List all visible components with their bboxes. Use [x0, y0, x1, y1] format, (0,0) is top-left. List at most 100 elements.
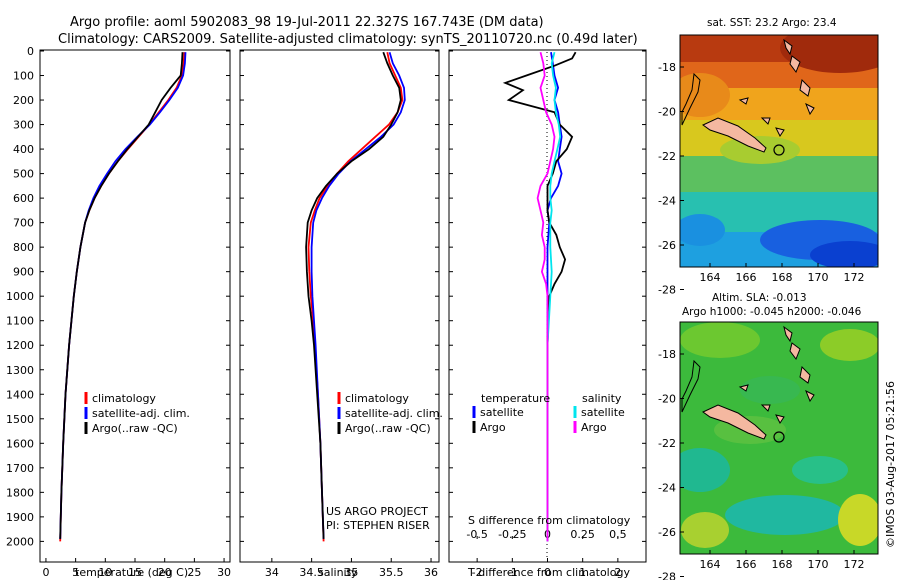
- series-line-satellite-adj-clim-: [310, 51, 406, 539]
- map-lon-label: 164: [700, 558, 721, 571]
- sst-map-title: sat. SST: 23.2 Argo: 23.4: [707, 17, 837, 29]
- x-tick-label: -0.5: [466, 528, 487, 541]
- map-lon-label: 170: [808, 271, 829, 284]
- depth-tick-label: 200: [13, 94, 34, 107]
- credit-label: ©IMOS 03-Aug-2017 05:21:56: [884, 381, 897, 548]
- depth-tick-label: 100: [13, 70, 34, 83]
- argo-float-marker: [773, 431, 785, 443]
- map-lat-label: -22: [658, 150, 676, 163]
- series-line-argo: [305, 51, 402, 539]
- x-tick-label: 5: [72, 566, 79, 579]
- temperature-axis: 0 5 10 15 20 25 30: [42, 558, 231, 579]
- map-lat-label: -28: [658, 284, 676, 297]
- legend-label-climatology: climatology: [92, 392, 156, 405]
- x-tick-label: 15: [128, 566, 142, 579]
- salinity-axis: 34 34.5 35 35.5 36: [265, 558, 438, 579]
- legend-label-argo: Argo(..raw -QC): [345, 422, 431, 435]
- map-lon-label: 166: [736, 558, 757, 571]
- depth-tick-label: 1000: [6, 290, 34, 303]
- sst-map-frame: [679, 34, 879, 268]
- x-tick-label: -2: [472, 566, 483, 579]
- depth-tick-label: 900: [13, 266, 34, 279]
- difference-axis: -2 -1 0 1 2-0.5 -0.25 0 0.25 0.5: [466, 528, 626, 579]
- depth-tick-label: 1200: [6, 339, 34, 352]
- depth-tick-label: 1300: [6, 364, 34, 377]
- difference-legend: temperature satellite Argo salinity sate…: [472, 392, 625, 434]
- legend-label-satellite: satellite-adj. clim.: [345, 407, 443, 420]
- x-tick-label: 0.5: [609, 528, 627, 541]
- legend-label-s-satellite: satellite: [581, 406, 625, 419]
- depth-tick-label: 400: [13, 143, 34, 156]
- series-line-s-argo: [536, 51, 556, 542]
- series-line-s-satellite: [546, 51, 562, 542]
- map-lat-label: -20: [658, 106, 676, 119]
- x-tick-label: 34: [265, 566, 279, 579]
- x-tick-label: 34.5: [299, 566, 324, 579]
- depth-tick-label: 0: [27, 45, 34, 58]
- depth-tick-label: 1400: [6, 388, 34, 401]
- x-tick-label: 0.25: [570, 528, 595, 541]
- legend-label-t-satellite: satellite: [480, 406, 524, 419]
- legend-heading-temperature: temperature: [481, 392, 550, 405]
- series-line-argo: [59, 52, 184, 539]
- x-tick-label: 35: [344, 566, 358, 579]
- sla-coastline: [681, 325, 815, 443]
- legend-label-satellite: satellite-adj. clim.: [92, 407, 190, 420]
- sst-coastline: [681, 38, 815, 156]
- x-tick-label: 25: [187, 566, 201, 579]
- series-line-t-argo: [502, 51, 577, 542]
- temperature-panel-frame: [39, 49, 231, 563]
- sst-map-axes: 164 166 168 170 172 -18 -20 -22 -24 -26 -28: [658, 61, 864, 297]
- depth-tick-label: 1600: [6, 437, 34, 450]
- depth-tick-label: 1800: [6, 486, 34, 499]
- map-lat-label: -18: [658, 61, 676, 74]
- map-lat-label: -24: [658, 195, 676, 208]
- depth-tick-label: 1900: [6, 511, 34, 524]
- series-line-climatology: [59, 52, 186, 542]
- series-line-climatology: [307, 52, 404, 542]
- x-tick-label: 30: [217, 566, 231, 579]
- salinity-profiles: [305, 51, 406, 542]
- project-label: US ARGO PROJECT: [326, 505, 428, 518]
- map-lat-label: -24: [658, 482, 676, 495]
- depth-tick-label: 600: [13, 192, 34, 205]
- map-lat-label: -18: [658, 348, 676, 361]
- x-tick-label: 2: [614, 566, 621, 579]
- sst-heatmap: [680, 35, 878, 267]
- x-tick-label: 36: [424, 566, 438, 579]
- sla-map-title-1: Altim. SLA: -0.013: [712, 292, 807, 304]
- map-lat-label: -20: [658, 393, 676, 406]
- legend-label-argo: Argo(..raw -QC): [92, 422, 178, 435]
- depth-tick-label: 800: [13, 241, 34, 254]
- x-tick-label: -1: [507, 566, 518, 579]
- legend-label-climatology: climatology: [345, 392, 409, 405]
- depth-tick-label: 300: [13, 119, 34, 132]
- temperature-profiles: [59, 52, 187, 542]
- salinity-panel-frame: [239, 49, 440, 563]
- map-lat-label: -22: [658, 437, 676, 450]
- sla-heatmap: [680, 322, 878, 554]
- depth-tick-label: 2000: [6, 535, 34, 548]
- map-lon-label: 172: [844, 271, 865, 284]
- series-line-t-satellite: [546, 52, 563, 542]
- x-tick-label: 0: [544, 566, 551, 579]
- map-lon-label: 170: [808, 558, 829, 571]
- sla-map-axes: 164 166 168 170 172 -18 -20 -22 -24 -26 -28: [658, 348, 864, 580]
- x-tick-label: 20: [158, 566, 172, 579]
- map-lon-label: 168: [772, 271, 793, 284]
- map-lon-label: 168: [772, 558, 793, 571]
- title-line-1: Argo profile: aoml 5902083_98 19-Jul-201…: [70, 15, 544, 30]
- salinity-axis-label: salinity: [318, 566, 358, 579]
- depth-axis: 0 100 200 300 400 500 600 700 800 900 1000 1100 1200…: [6, 45, 646, 548]
- depth-tick-label: 500: [13, 168, 34, 181]
- x-tick-label: -0.25: [498, 528, 526, 541]
- pi-label: PI: STEPHEN RISER: [326, 519, 430, 532]
- t-difference-axis-label: T difference from climatology: [467, 566, 630, 579]
- depth-tick-label: 700: [13, 217, 34, 230]
- x-tick-label: 35.5: [379, 566, 404, 579]
- map-lat-label: -26: [658, 239, 676, 252]
- legend-label-t-argo: Argo: [480, 421, 506, 434]
- difference-profiles: [502, 51, 577, 542]
- map-lat-label: -26: [658, 526, 676, 539]
- salinity-legend: climatology satellite-adj. clim. Argo(..…: [337, 392, 443, 435]
